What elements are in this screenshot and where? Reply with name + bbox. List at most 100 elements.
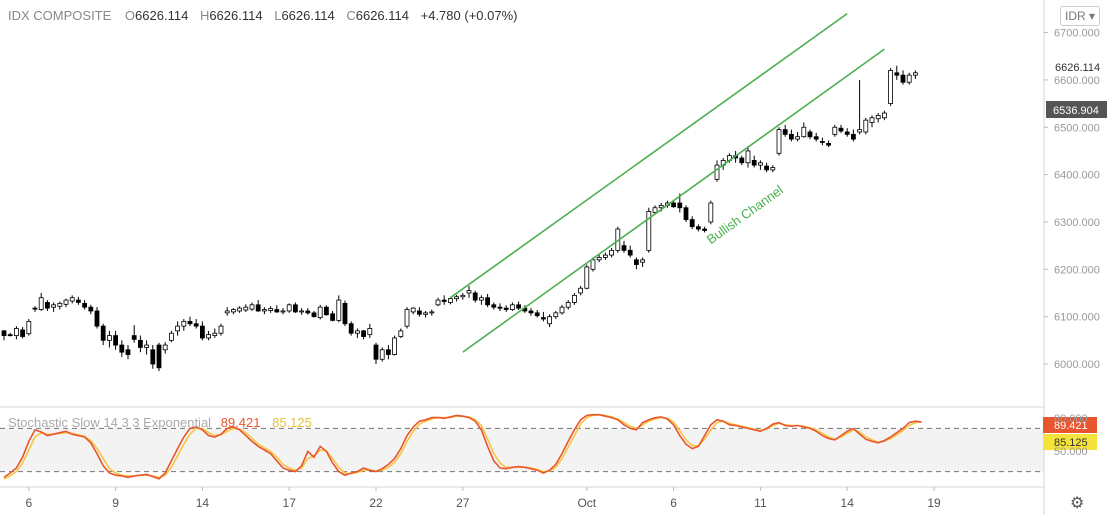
time-axis[interactable]: 6 9 14 17 22 27 Oct 6 11 14 19: [25, 487, 941, 510]
candle-121: [751, 155, 757, 168]
candle-body-106: [658, 204, 664, 209]
candle-101: [627, 245, 633, 258]
candle-body-34: [212, 332, 218, 336]
candle-body-60: [373, 344, 379, 360]
candle-70: [435, 297, 441, 307]
d-value: 85.125: [272, 415, 312, 430]
candle-103: [640, 257, 645, 267]
x-tick-label-7: 6: [670, 496, 677, 510]
candle-114: [708, 200, 714, 225]
candle-body-57: [354, 330, 360, 334]
candle-52: [323, 305, 329, 316]
candle-145: [900, 70, 906, 85]
candle-body-31: [193, 323, 199, 327]
y-tick-label-6500: 6500.000: [1054, 122, 1100, 134]
candle-body-103: [640, 259, 645, 263]
x-tick-label-10: 19: [927, 496, 941, 510]
candle-body-112: [696, 226, 701, 230]
candle-body-91: [565, 302, 571, 308]
candle-100: [621, 240, 627, 253]
oscillator-name[interactable]: Stochastic Slow 14 3 3 Exponential: [8, 415, 212, 430]
candle-3: [20, 327, 26, 339]
candle-body-13: [82, 302, 87, 308]
x-tick-label-8: 11: [754, 496, 767, 510]
candle-body-1: [7, 334, 13, 337]
candle-body-46: [286, 304, 292, 312]
bullish-channel[interactable]: [449, 12, 885, 353]
candle-body-25: [156, 344, 162, 369]
candle-body-104: [646, 211, 652, 251]
candle-body-44: [274, 309, 280, 313]
candle-body-28: [175, 325, 181, 332]
candle-115: [714, 160, 720, 182]
candle-body-94: [584, 266, 590, 289]
candle-144: [894, 65, 900, 80]
candle-13: [82, 300, 87, 310]
candle-135: [838, 124, 844, 133]
x-tick-label-1: 9: [112, 496, 119, 510]
candle-body-14: [88, 306, 94, 312]
candle-50: [311, 310, 317, 318]
candle-139: [863, 117, 869, 135]
candle-body-17: [107, 335, 112, 341]
candle-body-90: [559, 306, 565, 314]
x-tick-label-5: 27: [456, 496, 470, 510]
candlestick-series: [1, 65, 918, 372]
candle-22: [137, 335, 143, 353]
low-value: 6626.114: [281, 8, 335, 23]
candle-body-109: [677, 202, 683, 209]
candle-body-72: [447, 298, 453, 303]
candle-61: [379, 347, 385, 362]
candle-body-135: [838, 127, 844, 132]
candle-102: [634, 257, 639, 270]
candle-6: [38, 292, 44, 311]
candle-body-123: [764, 165, 769, 171]
candle-body-53: [330, 313, 336, 321]
gear-icon[interactable]: ⚙: [1070, 495, 1085, 512]
candle-body-41: [255, 304, 261, 312]
candle-body-105: [652, 207, 658, 213]
close-label: C: [346, 8, 356, 23]
candle-96: [596, 255, 602, 263]
candle-142: [882, 110, 887, 121]
candle-body-137: [851, 133, 856, 140]
currency-dropdown[interactable]: IDR ▾: [1060, 6, 1100, 26]
candle-128: [795, 131, 800, 142]
candle-36: [224, 307, 230, 316]
candle-body-19: [119, 344, 125, 353]
candle-body-50: [311, 312, 317, 318]
candle-body-95: [590, 259, 596, 270]
candle-body-74: [460, 294, 466, 298]
k-value-tag-label: 89.421: [1054, 420, 1088, 432]
candle-85: [528, 308, 534, 316]
candle-body-143: [888, 70, 893, 104]
candle-body-80: [497, 306, 503, 309]
candle-9: [57, 301, 63, 310]
candle-41: [255, 300, 261, 312]
candle-97: [603, 252, 608, 260]
symbol-name[interactable]: IDX COMPOSITE: [8, 8, 112, 23]
oscillator-band: [0, 427, 1044, 473]
candle-129: [801, 122, 807, 138]
candle-body-75: [466, 290, 472, 294]
candle-body-6: [38, 297, 44, 310]
candle-57: [354, 328, 360, 338]
candle-79: [491, 302, 497, 310]
candle-body-120: [745, 150, 751, 164]
candle-body-131: [813, 136, 819, 140]
candle-112: [696, 224, 701, 232]
candle-15: [94, 307, 100, 329]
candle-147: [913, 70, 918, 79]
candle-87: [541, 311, 546, 322]
candle-137: [851, 129, 856, 142]
candle-body-48: [299, 310, 305, 313]
candle-92: [572, 292, 577, 305]
k-value-tag: [1043, 417, 1097, 433]
candle-body-4: [26, 320, 32, 335]
candle-body-127: [789, 133, 794, 140]
candle-28: [175, 321, 181, 336]
candle-body-71: [441, 299, 447, 302]
candle-138: [857, 79, 862, 135]
